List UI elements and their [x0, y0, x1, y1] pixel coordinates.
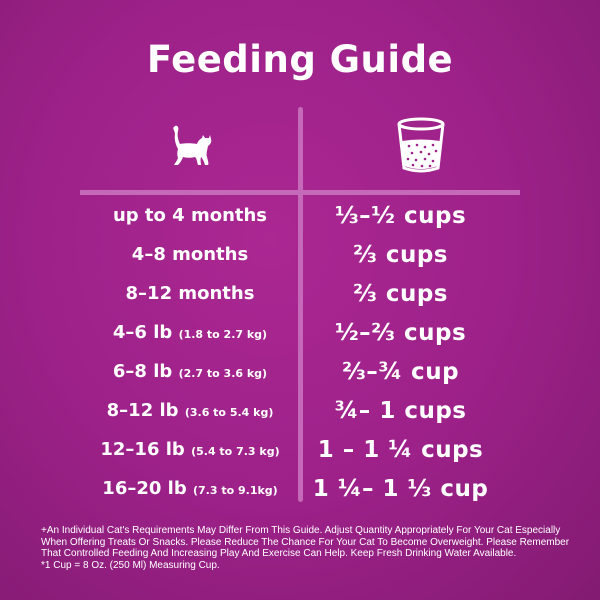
feeding-row: 12–16 lb (5.4 to 7.3 kg) 1 – 1 ¼ cups: [0, 432, 600, 468]
metric-weight: (2.7 to 3.6 kg): [178, 367, 268, 380]
feeding-row: 16–20 lb (7.3 to 9.1kg) 1 ¼– 1 ⅓ cup: [0, 471, 600, 507]
age-weight-cell: 6–8 lb (2.7 to 3.6 kg): [80, 354, 300, 392]
kitten-icon: [173, 125, 212, 165]
amount-cell: 1 ¼– 1 ⅓ cup: [312, 476, 489, 502]
feeding-row: up to 4 months ⅓–½ cups: [0, 198, 600, 234]
age-weight-label: 4–8 months: [131, 244, 249, 265]
age-weight-label: 16–20 lb: [102, 478, 187, 499]
amount-cell: ⅔–¾ cup: [341, 359, 460, 385]
age-weight-label: 4–6 lb: [112, 322, 173, 343]
age-weight-cell: 16–20 lb (7.3 to 9.1kg): [80, 471, 300, 509]
feeding-row: 8–12 lb (3.6 to 5.4 kg) ¾– 1 cups: [0, 393, 600, 429]
amount-cell: ⅓–½ cups: [334, 203, 467, 229]
header-divider: [80, 190, 520, 195]
footnote-line: *1 Cup = 8 Oz. (250 Ml) Measuring Cup.: [41, 559, 220, 571]
metric-weight: (3.6 to 5.4 kg): [184, 406, 274, 419]
metric-weight: (1.8 to 2.7 kg): [178, 328, 268, 341]
amount-cell: ¾– 1 cups: [334, 398, 467, 424]
footnote-line: That Controlled Feeding And Increasing P…: [41, 548, 517, 559]
amount-cell: 1 – 1 ¼ cups: [317, 437, 484, 463]
age-weight-label: up to 4 months: [112, 205, 268, 226]
age-weight-label: 8–12 lb: [106, 400, 179, 421]
age-weight-label: 8–12 months: [125, 283, 255, 304]
footnote: +An Individual Cat's Requirements May Di…: [41, 525, 581, 571]
age-weight-cell: 4–8 months: [80, 237, 300, 273]
feeding-row: 4–8 months ⅔ cups: [0, 237, 600, 273]
age-weight-cell: 8–12 lb (3.6 to 5.4 kg): [80, 393, 300, 431]
footnote-line: When Offering Treats Or Snacks. Please R…: [41, 536, 570, 548]
column-divider: [298, 107, 303, 502]
age-weight-cell: up to 4 months: [80, 198, 300, 234]
metric-weight: (7.3 to 9.1kg): [193, 484, 278, 497]
amount-cell: ⅔ cups: [353, 242, 448, 268]
feeding-row: 4–6 lb (1.8 to 2.7 kg) ½–⅔ cups: [0, 315, 600, 351]
age-weight-label: 12–16 lb: [100, 439, 185, 460]
footnote-line: +An Individual Cat's Requirements May Di…: [41, 525, 561, 536]
amount-cell: ⅔ cups: [353, 281, 448, 307]
amount-cell: ½–⅔ cups: [334, 320, 467, 346]
page-title: Feeding Guide: [146, 38, 454, 81]
age-weight-cell: 8–12 months: [80, 276, 300, 312]
feeding-row: 8–12 months ⅔ cups: [0, 276, 600, 312]
age-weight-cell: 12–16 lb (5.4 to 7.3 kg): [80, 432, 300, 470]
age-weight-cell: 4–6 lb (1.8 to 2.7 kg): [80, 315, 300, 353]
measuring-cup-icon: [397, 117, 445, 173]
metric-weight: (5.4 to 7.3 kg): [191, 445, 280, 458]
feeding-row: 6–8 lb (2.7 to 3.6 kg) ⅔–¾ cup: [0, 354, 600, 390]
age-weight-label: 6–8 lb: [112, 361, 173, 382]
